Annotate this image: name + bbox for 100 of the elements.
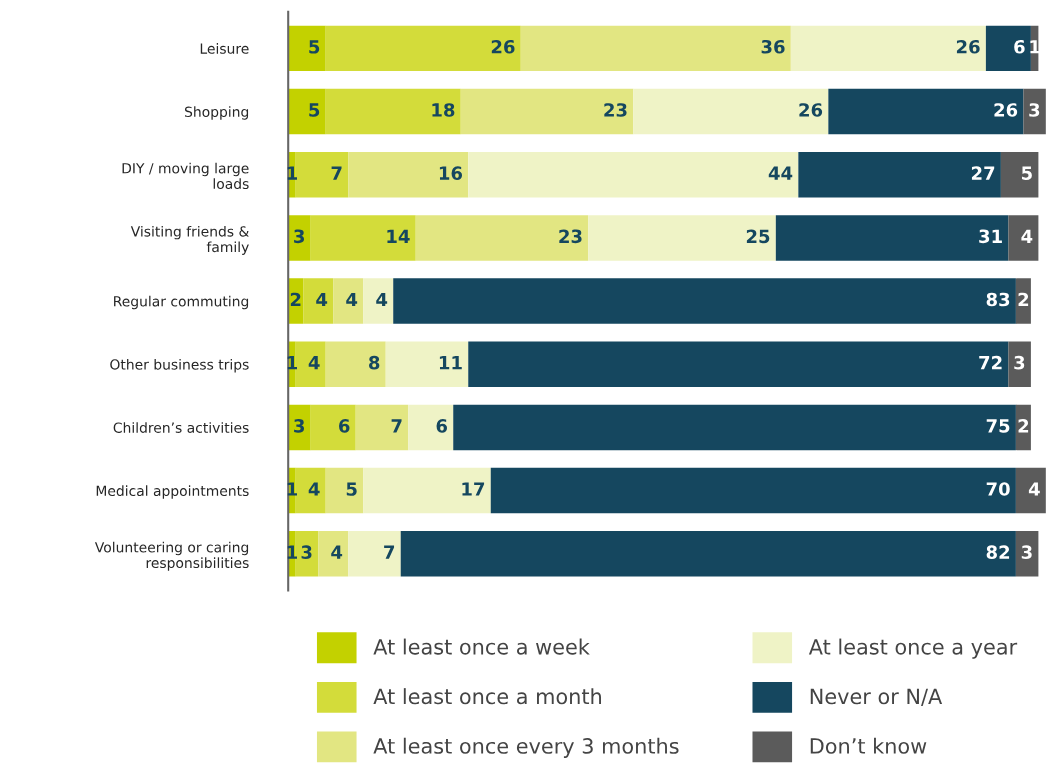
- data-label: 3: [1021, 545, 1032, 560]
- data-label: 2: [290, 292, 301, 307]
- bar: [295, 151, 349, 198]
- bar: [400, 531, 1016, 577]
- data-label: 17: [462, 482, 485, 496]
- bar: [310, 215, 416, 261]
- bar: [985, 25, 1031, 72]
- bar: [798, 151, 1001, 198]
- data-label: 83: [986, 292, 1010, 307]
- bar: [460, 88, 634, 135]
- legend-label: Never or N/A: [810, 688, 943, 706]
- data-label: 4: [308, 482, 320, 496]
- legend-label: Don’t know: [810, 737, 927, 754]
- bar: [828, 88, 1024, 135]
- bar: [325, 25, 521, 72]
- bar: [408, 404, 454, 451]
- data-label: 5: [309, 40, 320, 54]
- bar: [1015, 278, 1031, 324]
- bar: [310, 404, 356, 451]
- data-label: 3: [1014, 355, 1025, 370]
- data-label: 23: [604, 103, 627, 117]
- y-tick-label: Leisure: [200, 43, 249, 54]
- bar: [325, 341, 386, 387]
- bar: [1008, 341, 1031, 387]
- bar: [303, 278, 334, 324]
- data-label: 6: [436, 419, 448, 433]
- data-label: 7: [331, 166, 342, 180]
- bar: [355, 404, 409, 451]
- data-label: 25: [746, 229, 770, 244]
- data-label: 72: [979, 355, 1002, 370]
- data-label: 4: [316, 292, 328, 307]
- data-label: 4: [1021, 229, 1033, 243]
- data-label: 23: [559, 229, 582, 244]
- bar: [1015, 467, 1046, 514]
- data-label: 31: [979, 229, 1002, 244]
- bar: [775, 215, 1009, 261]
- y-tick-label: Volunteering or caring responsibilities: [94, 541, 249, 571]
- bar: [318, 531, 349, 577]
- data-label: 4: [376, 292, 388, 307]
- y-tick-label: Children’s activities: [113, 422, 249, 433]
- data-label: 70: [986, 482, 1010, 496]
- data-label: 2: [1018, 292, 1029, 307]
- data-label: 26: [956, 39, 980, 54]
- bar: [1015, 531, 1039, 577]
- y-tick-label: Shopping: [185, 106, 249, 120]
- bar: [348, 531, 401, 577]
- data-label: 4: [308, 356, 320, 370]
- data-label: 26: [799, 103, 823, 117]
- data-label: 8: [369, 355, 380, 370]
- data-label: 6: [1014, 39, 1025, 54]
- bar: [1000, 151, 1039, 198]
- data-label: 4: [331, 545, 343, 559]
- data-label: 26: [994, 103, 1018, 117]
- data-label: 82: [986, 545, 1010, 560]
- data-label: 5: [309, 103, 320, 117]
- bar: [415, 215, 589, 261]
- bar: [385, 341, 469, 387]
- data-label: 3: [301, 545, 312, 560]
- bar: [325, 88, 461, 135]
- data-label: 44: [768, 166, 793, 180]
- data-label: 5: [1021, 166, 1032, 180]
- data-label: 27: [971, 166, 995, 180]
- legend-label: At least once a week: [373, 638, 590, 655]
- data-label: 3: [294, 229, 305, 244]
- data-label: 11: [439, 356, 462, 370]
- data-label: 75: [986, 419, 1010, 433]
- bar: [348, 151, 469, 198]
- bar: [393, 278, 1016, 324]
- data-label: 36: [761, 39, 785, 54]
- data-label: 26: [491, 39, 515, 54]
- bar: [453, 404, 1016, 451]
- bar: [363, 467, 491, 514]
- bar: [288, 215, 311, 261]
- data-label: 3: [294, 419, 305, 433]
- bar: [333, 278, 364, 324]
- data-label: 3: [1029, 103, 1040, 117]
- y-tick-label: Medical appointments: [96, 485, 249, 499]
- data-label: 7: [391, 419, 402, 433]
- y-tick-label: Visiting friends & family: [130, 225, 249, 255]
- bar: [520, 25, 791, 72]
- data-label: 6: [339, 419, 350, 433]
- y-tick-label: Other business trips: [110, 358, 249, 373]
- data-label: 7: [384, 545, 395, 559]
- bar: [1008, 215, 1039, 261]
- bar: [295, 531, 319, 577]
- data-label: 4: [1028, 482, 1040, 496]
- y-tick-label: DIY / moving large loads: [122, 162, 249, 190]
- bar: [295, 467, 326, 514]
- legend-label: At least once every 3 months: [373, 737, 679, 758]
- legend-label: At least once a month: [373, 688, 601, 705]
- bar: [588, 215, 776, 261]
- y-tick-label: Regular commuting: [114, 295, 249, 310]
- bar: [295, 341, 326, 387]
- bar: [468, 341, 1009, 387]
- bar: [325, 467, 364, 514]
- data-label: 2: [1018, 419, 1029, 433]
- legend-label: At least once a year: [808, 638, 1018, 659]
- bar: [790, 25, 986, 72]
- bar: [490, 467, 1016, 514]
- data-label: 16: [439, 166, 463, 180]
